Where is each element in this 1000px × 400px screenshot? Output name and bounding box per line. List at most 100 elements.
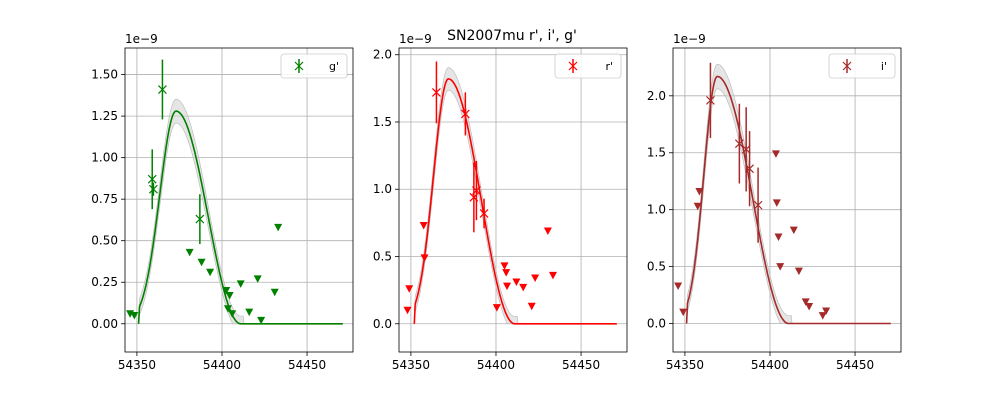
detection-marker xyxy=(432,87,441,97)
upper-limit-marker xyxy=(403,306,412,315)
plot-area xyxy=(126,59,343,325)
panels: 54350 54400 54450 0.00 0.25 0.50 0.75 1.00 1.25 1… xyxy=(91,32,902,372)
upper-limit-marker xyxy=(503,282,512,291)
upper-limit-marker xyxy=(492,304,501,312)
upper-limit-marker xyxy=(236,280,245,288)
y-tick-label: 2.0 xyxy=(647,89,666,103)
x-tick-label: 54350 xyxy=(118,358,156,372)
upper-limit-marker xyxy=(771,150,780,158)
y-offset-label: 1e−9 xyxy=(673,32,706,46)
model-curve xyxy=(685,75,891,325)
x-tick-label: 54400 xyxy=(203,358,241,372)
upper-limit-marker xyxy=(419,222,428,230)
x-tick-label: 54350 xyxy=(666,358,704,372)
upper-limit-marker xyxy=(772,199,781,207)
upper-limit-marker xyxy=(185,248,194,257)
upper-limit-marker xyxy=(274,223,283,232)
legend-marker xyxy=(294,61,304,71)
x-tick-label: 54450 xyxy=(836,358,874,372)
upper-limit-marker xyxy=(674,282,683,290)
y-tick-label: 1.00 xyxy=(91,151,118,165)
legend-box xyxy=(828,53,896,79)
upper-limit-marker xyxy=(228,310,237,318)
legend-label: i' xyxy=(881,60,887,73)
detection-marker xyxy=(745,164,754,174)
model-uncertainty-band xyxy=(413,67,617,325)
upper-limit-marker xyxy=(420,254,429,262)
upper-limit-marker xyxy=(693,202,702,211)
model-curve xyxy=(137,110,343,325)
detection-marker xyxy=(148,184,158,194)
axes-frame xyxy=(124,47,354,353)
upper-limit-marker xyxy=(253,275,262,283)
x-tick-label: 54450 xyxy=(562,358,600,372)
panel-g-band: 54350 54400 54450 0.00 0.25 0.50 0.75 1.00 1.25 1… xyxy=(91,32,354,372)
upper-limit-marker xyxy=(225,292,234,300)
upper-limit-marker xyxy=(789,226,798,235)
upper-limit-marker xyxy=(818,312,827,320)
y-tick-label: 1.50 xyxy=(91,68,118,82)
upper-limit-marker xyxy=(500,262,509,270)
y-tick-label: 0.00 xyxy=(91,317,118,331)
y-tick-label: 1.0 xyxy=(373,182,392,196)
upper-limit-marker xyxy=(801,298,810,306)
y-tick-label: 2.0 xyxy=(373,48,392,62)
y-tick-label: 0.75 xyxy=(91,192,118,206)
detection-marker xyxy=(753,200,763,210)
legend-box xyxy=(280,53,348,79)
upper-limit-marker xyxy=(130,311,139,320)
y-tick-label: 0.25 xyxy=(91,275,118,289)
upper-limit-marker xyxy=(679,308,688,317)
upper-limit-marker xyxy=(695,187,704,196)
y-tick-label: 0.50 xyxy=(91,234,118,248)
upper-limit-marker xyxy=(531,274,540,283)
axes-frame xyxy=(672,47,902,353)
detection-marker xyxy=(734,139,744,149)
plot-area xyxy=(674,62,891,325)
upper-limit-marker xyxy=(512,278,521,287)
legend-label: g' xyxy=(329,60,339,73)
y-tick-label: 0.0 xyxy=(373,317,392,331)
detection-marker xyxy=(195,214,205,224)
x-tick-label: 54350 xyxy=(392,358,430,372)
legend-box xyxy=(554,53,622,79)
legend-marker xyxy=(568,61,578,71)
upper-limit-marker xyxy=(543,227,552,235)
detection-marker xyxy=(479,209,489,218)
legend-label: r' xyxy=(605,60,613,73)
legend-marker xyxy=(842,61,852,71)
detection-marker xyxy=(471,186,481,196)
upper-limit-marker xyxy=(774,233,783,242)
panel-r-band: 54350 54400 54450 0.0 0.5 1.0 1.5 2.0 1e−9 r' xyxy=(373,32,628,372)
y-tick-label: 0.5 xyxy=(647,260,666,274)
upper-limit-marker xyxy=(822,307,831,316)
upper-limit-marker xyxy=(197,258,206,267)
y-tick-label: 1.25 xyxy=(91,109,118,123)
upper-limit-marker xyxy=(222,287,231,295)
upper-limit-marker xyxy=(405,285,414,293)
model-curve xyxy=(413,78,617,325)
axes-frame xyxy=(398,47,628,353)
upper-limit-marker xyxy=(548,271,557,280)
x-tick-label: 54400 xyxy=(751,358,789,372)
detection-marker xyxy=(460,109,470,119)
upper-limit-marker xyxy=(502,269,511,277)
y-tick-label: 1.0 xyxy=(647,203,666,217)
x-tick-label: 54450 xyxy=(288,358,326,372)
upper-limit-marker xyxy=(805,302,814,311)
upper-limit-marker xyxy=(776,263,785,271)
upper-limit-marker xyxy=(257,316,266,325)
y-tick-label: 1.5 xyxy=(647,146,666,160)
upper-limit-marker xyxy=(270,288,279,297)
upper-limit-marker xyxy=(794,267,803,276)
y-tick-label: 0.0 xyxy=(647,317,666,331)
x-tick-label: 54400 xyxy=(477,358,515,372)
upper-limit-marker xyxy=(206,268,215,277)
panel-i-band: 54350 54400 54450 0.0 0.5 1.0 1.5 2.0 1e−9 i' xyxy=(647,32,902,372)
plot-area xyxy=(403,61,617,325)
y-tick-label: 1.5 xyxy=(373,115,392,129)
detection-marker xyxy=(706,95,715,105)
model-uncertainty-band xyxy=(686,63,891,324)
detection-marker xyxy=(158,85,167,94)
